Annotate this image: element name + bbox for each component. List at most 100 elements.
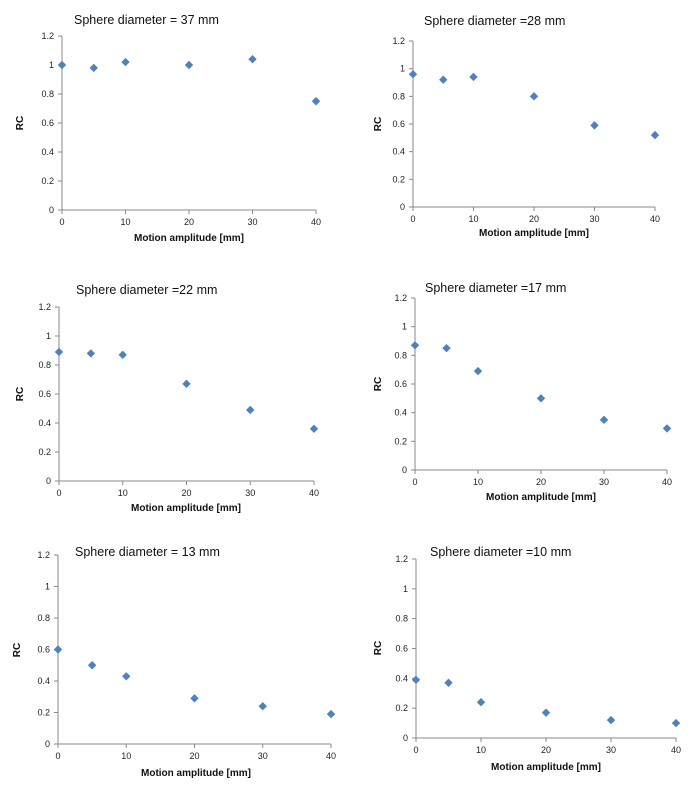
x-tick-label: 20 (541, 745, 551, 755)
data-point-marker (442, 343, 451, 353)
y-tick-label: 1 (46, 331, 51, 341)
x-tick-label: 0 (413, 745, 418, 755)
x-tick-label: 10 (121, 751, 131, 761)
x-tick-label: 0 (410, 214, 415, 224)
x-tick-label: 30 (606, 745, 616, 755)
data-point-marker (309, 424, 319, 433)
data-point-marker (590, 121, 599, 130)
chart-title: Sphere diameter =28 mm (424, 14, 565, 28)
y-tick-label: 1.2 (38, 302, 51, 312)
x-tick-label: 0 (412, 477, 417, 487)
chart-title: Sphere diameter =22 mm (76, 283, 217, 297)
y-tick-label: 1.2 (392, 36, 405, 46)
x-tick-label: 40 (671, 745, 681, 755)
y-tick-label: 0 (49, 205, 54, 215)
y-tick-label: 0.2 (392, 174, 405, 184)
x-tick-label: 40 (662, 477, 672, 487)
data-point-marker (182, 379, 191, 389)
x-axis-label: Motion amplitude [mm] (486, 492, 596, 503)
y-tick-label: 0.6 (41, 118, 54, 128)
data-point-marker (89, 63, 98, 73)
data-point-marker (326, 709, 336, 719)
y-tick-label: 1 (400, 64, 405, 74)
data-point-marker (184, 60, 194, 70)
data-point-marker (662, 424, 672, 433)
y-tick-label: 0.4 (38, 418, 51, 428)
x-tick-label: 20 (536, 477, 546, 487)
x-tick-label: 30 (258, 751, 268, 761)
data-point-marker (529, 92, 539, 101)
data-point-marker (469, 72, 478, 82)
data-point-marker (410, 341, 420, 350)
data-point-marker (190, 694, 199, 703)
y-tick-label: 0.6 (38, 389, 51, 399)
data-point-marker (121, 57, 130, 67)
data-point-marker (439, 75, 448, 84)
y-tick-label: 1 (402, 322, 407, 332)
data-point-marker (536, 394, 546, 403)
y-tick-label: 0 (403, 733, 408, 743)
y-tick-label: 1.2 (395, 554, 408, 564)
y-axis-label: RC (12, 643, 23, 657)
y-tick-label: 0.8 (38, 360, 51, 370)
data-point-marker (444, 678, 453, 688)
y-tick-label: 0.2 (41, 176, 54, 186)
x-axis-label: Motion amplitude [mm] (134, 233, 244, 244)
data-point-marker (258, 702, 267, 711)
data-point-marker (671, 718, 681, 728)
chart-title: Sphere diameter = 13 mm (75, 545, 220, 559)
x-tick-label: 10 (120, 217, 130, 227)
data-point-marker (606, 715, 616, 725)
x-tick-label: 30 (599, 477, 609, 487)
y-tick-label: 0 (45, 739, 50, 749)
x-tick-label: 10 (468, 214, 478, 224)
y-tick-label: 0.4 (392, 147, 405, 157)
y-tick-label: 0 (402, 465, 407, 475)
x-axis-label: Motion amplitude [mm] (479, 228, 589, 239)
data-point-marker (248, 55, 257, 64)
x-tick-label: 20 (184, 217, 194, 227)
x-tick-label: 40 (650, 214, 660, 224)
data-point-marker (411, 675, 421, 685)
y-tick-label: 0.2 (38, 447, 51, 457)
x-tick-label: 10 (476, 745, 486, 755)
x-tick-label: 20 (529, 214, 539, 224)
data-point-marker (311, 97, 321, 106)
y-axis-label: RC (15, 387, 26, 401)
y-tick-label: 1 (45, 582, 50, 592)
y-tick-label: 1.2 (37, 550, 50, 560)
data-point-marker (118, 350, 127, 360)
y-tick-label: 0.6 (394, 379, 407, 389)
chart-title: Sphere diameter = 37 mm (74, 13, 219, 27)
data-point-marker (122, 672, 131, 681)
x-tick-label: 20 (189, 751, 199, 761)
y-tick-label: 1.2 (41, 31, 54, 41)
y-axis-label: RC (373, 641, 384, 655)
y-tick-label: 0.4 (394, 408, 407, 418)
data-point-marker (57, 60, 67, 70)
y-tick-label: 0.8 (37, 613, 50, 623)
x-axis-label: Motion amplitude [mm] (491, 762, 601, 773)
y-tick-label: 0 (46, 476, 51, 486)
chart-title: Sphere diameter =17 mm (425, 281, 566, 295)
x-tick-label: 0 (56, 488, 61, 498)
x-tick-label: 30 (245, 488, 255, 498)
x-tick-label: 30 (247, 217, 257, 227)
y-tick-label: 0.2 (395, 703, 408, 713)
chart-title: Sphere diameter =10 mm (430, 545, 571, 559)
y-tick-label: 0.4 (37, 676, 50, 686)
x-tick-label: 10 (118, 488, 128, 498)
y-tick-label: 0.8 (41, 89, 54, 99)
y-tick-label: 0.8 (394, 350, 407, 360)
y-tick-label: 0.4 (395, 673, 408, 683)
data-point-marker (53, 645, 63, 654)
y-tick-label: 0 (400, 202, 405, 212)
y-axis-label: RC (15, 116, 26, 130)
data-point-marker (87, 661, 97, 670)
x-tick-label: 10 (473, 477, 483, 487)
x-tick-label: 40 (326, 751, 336, 761)
x-tick-label: 30 (589, 214, 599, 224)
